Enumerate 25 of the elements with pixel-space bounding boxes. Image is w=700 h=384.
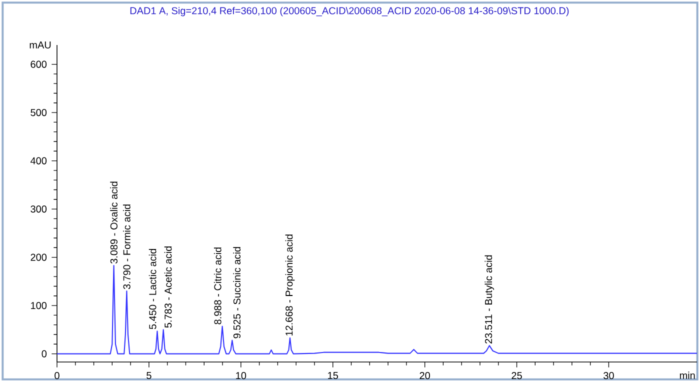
x-tick-label: 0 xyxy=(54,372,60,380)
annotation: 8.988 - Citric acid xyxy=(214,248,222,324)
x-axis-title: min xyxy=(680,372,695,380)
x-tick-label: 20 xyxy=(420,372,430,380)
y-tick-label: 600 xyxy=(30,60,47,68)
y-axis-title: mAU xyxy=(30,42,51,49)
y-tick-label: 400 xyxy=(30,157,47,165)
x-tick-label: 30 xyxy=(604,372,614,380)
x-tick-label: 10 xyxy=(236,372,246,380)
annotation: 3.790 - Formic acid xyxy=(123,204,130,290)
annotation: 5.450 - Lactic acid xyxy=(148,249,156,330)
annotation: 9.525 - Succinic acid xyxy=(233,247,241,338)
y-tick-label: 0 xyxy=(42,350,47,358)
y-tick-label: 500 xyxy=(30,109,47,116)
y-tick-label: 200 xyxy=(30,254,47,262)
x-tick-label: 25 xyxy=(512,372,522,380)
y-tick-label: 300 xyxy=(30,206,47,213)
annotation: 23.511 - Butylic acid xyxy=(484,256,494,344)
chart-title: DAD1 A, Sig=210,4 Ref=360,100 (200605_ACID\200608_ACID 2020-06-08 14-36-09\STD 1000.D) xyxy=(130,7,569,16)
y-tick-label: 100 xyxy=(31,302,47,310)
x-tick-label: 15 xyxy=(328,372,338,380)
annotation: 12.668 - Propionic acid xyxy=(285,234,295,336)
x-tick-label: 5 xyxy=(146,372,152,380)
annotation: 3.089 - Oxalic acid xyxy=(110,182,118,264)
annotation: 5.783 - Acetic acid xyxy=(164,246,172,328)
